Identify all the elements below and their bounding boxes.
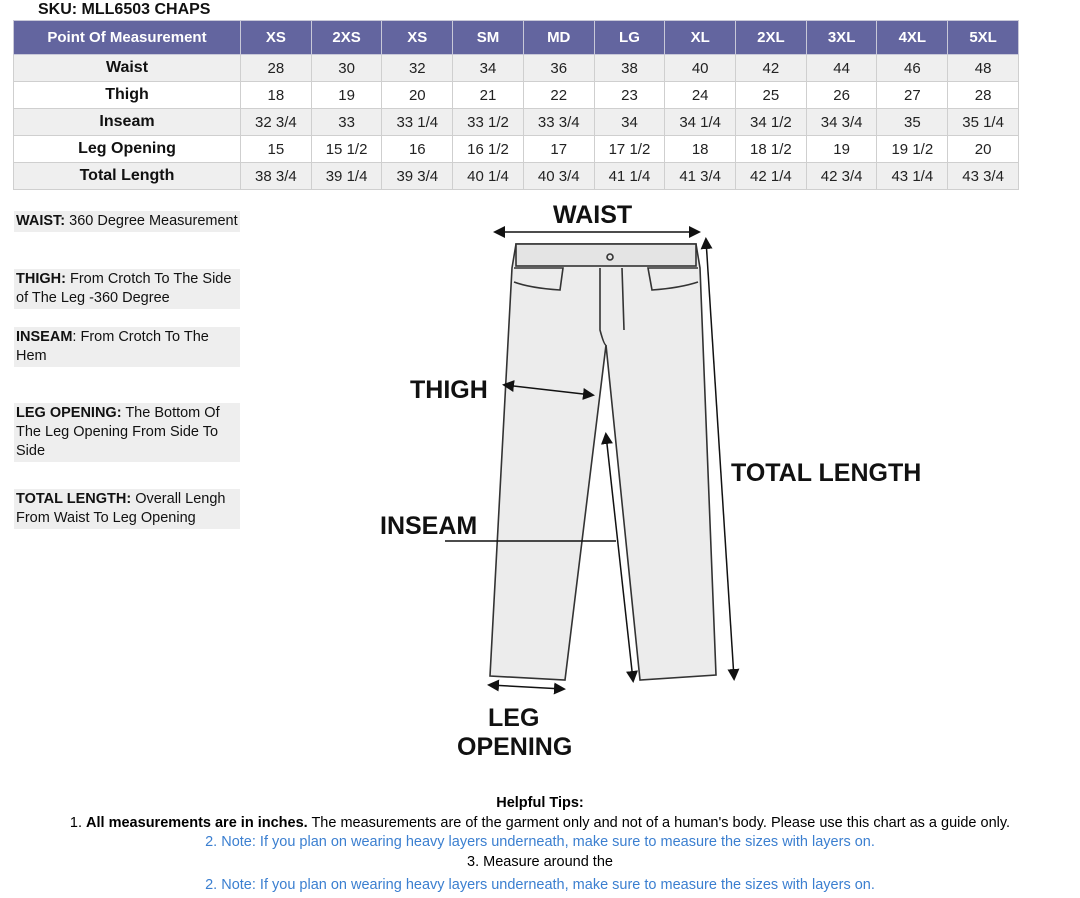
row-label: Inseam (13, 108, 241, 136)
table-cell: 21 (452, 81, 524, 109)
table-cell: 25 (735, 81, 807, 109)
header-size: XL (664, 20, 737, 55)
table-cell: 19 1/2 (876, 135, 949, 163)
table-cell: 43 3/4 (947, 162, 1019, 190)
description-text: From Crotch To The Side of The Leg -360 … (16, 271, 232, 306)
inseam-label: INSEAM (380, 512, 478, 540)
table-cell: 19 (310, 81, 383, 109)
tip-1: 1. All measurements are in inches. The m… (69, 815, 1011, 831)
table-cell: 28 (947, 81, 1019, 109)
table-cell: 33 3/4 (522, 108, 595, 136)
table-header: Point Of Measurement XS 2XS XS SM MD LG XL 2XL 3X… (13, 20, 1019, 55)
tip-2: 2. Note: If you plan on wearing heavy la… (205, 834, 875, 850)
size-chart-table: Point Of Measurement XS 2XS XS SM MD LG XL 2XL 3X… (13, 20, 1019, 190)
table-cell: 46 (876, 54, 949, 82)
tip-4: 2. Note: If you plan on wearing heavy la… (205, 877, 875, 893)
table-cell: 41 1/4 (593, 162, 666, 190)
table-row: Inseam 32 3/4 33 33 1/4 33 1/2 33 3/4 34 34 1/4… (13, 108, 1019, 136)
row-label: Thigh (13, 81, 241, 109)
table-cell: 16 (381, 135, 454, 163)
table-cell: 20 (381, 81, 454, 109)
waist-label: WAIST (553, 201, 633, 229)
table-cell: 42 3/4 (805, 162, 878, 190)
tips-title: Helpful Tips: (496, 795, 584, 811)
table-cell: 23 (593, 81, 666, 109)
table-cell: 34 (593, 108, 666, 136)
table-cell: 19 (805, 135, 878, 163)
table-cell: 27 (876, 81, 949, 109)
table-row: Leg Opening 15 15 1/2 16 16 1/2 17 17 1/2 18 18 … (13, 135, 1019, 163)
description-term: THIGH: (16, 271, 66, 287)
leg-label: LEG (488, 704, 540, 732)
description-term: INSEAM (16, 329, 73, 345)
table-cell: 32 (381, 54, 454, 82)
table-cell: 40 1/4 (452, 162, 524, 190)
table-cell: 18 1/2 (735, 135, 807, 163)
header-size: 2XL (735, 20, 807, 55)
table-cell: 42 1/4 (735, 162, 807, 190)
row-label: Total Length (13, 162, 241, 190)
table-cell: 41 3/4 (664, 162, 737, 190)
table-cell: 34 3/4 (805, 108, 878, 136)
table-cell: 38 3/4 (240, 162, 312, 190)
table-cell: 33 1/2 (452, 108, 524, 136)
table-cell: 22 (522, 81, 595, 109)
header-size: 4XL (876, 20, 949, 55)
description-term: LEG OPENING: (16, 405, 122, 421)
measurement-description: TOTAL LENGTH: Overall Lengh From Waist T… (14, 489, 240, 529)
table-cell: 33 1/4 (381, 108, 454, 136)
measurement-description: THIGH: From Crotch To The Side of The Le… (14, 269, 240, 309)
description-text: 360 Degree Measurement (65, 213, 238, 229)
table-cell: 38 (593, 54, 666, 82)
table-cell: 44 (805, 54, 878, 82)
header-size: SM (452, 20, 524, 55)
header-size: 3XL (805, 20, 878, 55)
table-cell: 34 (452, 54, 524, 82)
table-cell: 26 (805, 81, 878, 109)
table-row: Total Length 38 3/4 39 1/4 39 3/4 40 1/4 40 3… (13, 162, 1019, 190)
description-text: Overall Lengh From Waist To Leg Opening (16, 491, 226, 526)
tip-3: 3. Measure around the (467, 854, 613, 870)
header-size: XS (381, 20, 454, 55)
table-cell: 48 (947, 54, 1019, 82)
pants-outline (489, 243, 717, 681)
description-term: TOTAL LENGTH: (16, 491, 132, 507)
table-cell: 18 (664, 135, 737, 163)
table-cell: 39 1/4 (310, 162, 383, 190)
table-cell: 43 1/4 (876, 162, 949, 190)
table-cell: 17 1/2 (593, 135, 666, 163)
total-length-label: TOTAL LENGTH (731, 459, 922, 487)
row-label: Leg Opening (13, 135, 241, 163)
table-cell: 17 (522, 135, 595, 163)
opening-label: OPENING (457, 733, 573, 761)
measurement-description: INSEAM: From Crotch To The Hem (14, 327, 240, 367)
table-cell: 40 3/4 (522, 162, 595, 190)
table-cell: 34 1/4 (664, 108, 737, 136)
header-point-of-measurement: Point Of Measurement (13, 20, 241, 55)
table-row: Waist 28 30 32 34 36 38 40 42 44 46 48 (13, 54, 1019, 82)
header-size: LG (593, 20, 666, 55)
table-cell: 35 1/4 (947, 108, 1019, 136)
measurement-description: WAIST: 360 Degree Measurement (14, 211, 240, 232)
sku-title: SKU: MLL6503 CHAPS (38, 1, 211, 18)
table-cell: 15 1/2 (310, 135, 383, 163)
table-cell: 32 3/4 (240, 108, 312, 136)
description-text: : From Crotch To The Hem (16, 329, 209, 364)
measurement-description: LEG OPENING: The Bottom Of The Leg Openi… (14, 403, 240, 462)
header-size: XS (240, 20, 312, 55)
thigh-label: THIGH (410, 376, 488, 404)
description-text: The Bottom Of The Leg Opening From Side … (16, 405, 220, 459)
header-size: 2XS (310, 20, 383, 55)
table-cell: 40 (664, 54, 737, 82)
description-term: WAIST: (16, 213, 66, 229)
